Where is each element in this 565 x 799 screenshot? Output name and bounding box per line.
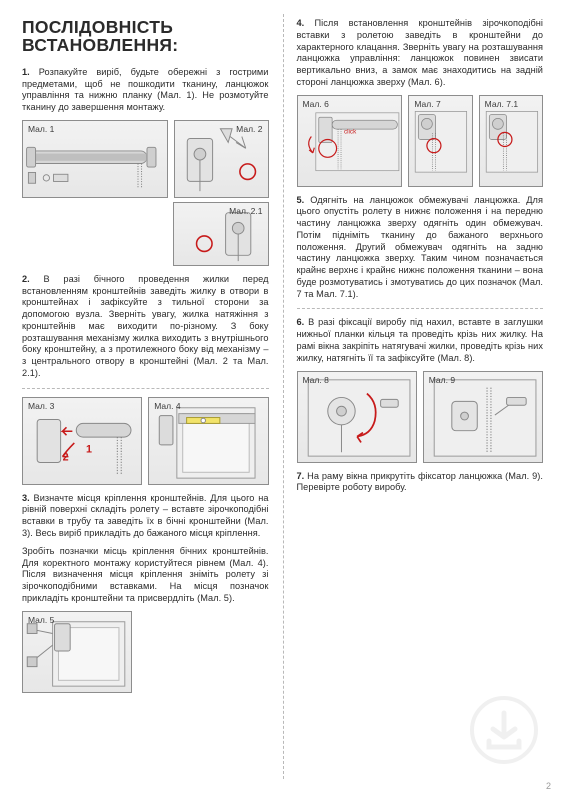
step-2-text: 2. В разі бічного проведення жилки перед… [22,274,269,380]
page-title: Послідовність встановлення: [22,18,269,55]
fig-row-2: Мал. 3 2 1 Мал. 4 [22,397,269,485]
figure-8: Мал. 8 [297,371,417,463]
figure-7: Мал. 7 [408,95,472,187]
figure-7-1-caption: Мал. 7.1 [485,99,518,109]
figure-2-1: Мал. 2.1 [173,202,269,266]
figure-6-caption: Мал. 6 [303,99,329,109]
figure-6: Мал. 6 click [297,95,403,187]
left-column: Послідовність встановлення: 1. Розпакуйт… [22,18,283,787]
figure-2-1-caption: Мал. 2.1 [229,206,262,216]
figure-1: Мал. 1 [22,120,168,198]
step-1-text: 1. Розпакуйте виріб, будьте обережні з г… [22,67,269,114]
step-3b-text: Зробіть позначки місць кріплення бічних … [22,546,269,605]
figure-7-caption: Мал. 7 [414,99,440,109]
watermark-icon [469,695,539,765]
figure-4-caption: Мал. 4 [154,401,180,411]
figure-4: Мал. 4 [148,397,268,485]
step-7-text: 7. На раму вікна прикрутіть фіксатор лан… [297,471,544,495]
fig-row-r2: Мал. 8 Мал. 9 [297,371,544,463]
figure-3: Мал. 3 2 1 [22,397,142,485]
figure-2: Мал. 2 [174,120,269,198]
fig-row-r1: Мал. 6 click Мал. 7 [297,95,544,187]
figure-2-caption: Мал. 2 [236,124,262,134]
step-4-text: 4. Після встановлення кронштейнів зірочк… [297,18,544,89]
right-divider-1 [297,308,544,309]
fig-row-3: Мал. 5 [22,611,269,693]
figure-9: Мал. 9 [423,371,543,463]
right-column: 4. Після встановлення кронштейнів зірочк… [283,18,544,787]
figure-9-caption: Мал. 9 [429,375,455,385]
page-number: 2 [546,781,551,791]
figure-1-caption: Мал. 1 [28,124,54,134]
figure-3-caption: Мал. 3 [28,401,54,411]
step-6-text: 6. В разі фіксації виробу під нахил, вст… [297,317,544,364]
figure-5: Мал. 5 [22,611,132,693]
step-5-text: 5. Одягніть на ланцюжок обмежувачі ланцю… [297,195,544,301]
fig-row-1b: Мал. 2.1 [22,202,269,266]
svg-text:1: 1 [86,443,92,455]
fig-row-1: Мал. 1 Мал. 2 [22,120,269,198]
figure-8-caption: Мал. 8 [303,375,329,385]
svg-text:click: click [343,128,356,135]
figure-5-caption: Мал. 5 [28,615,54,625]
left-divider-1 [22,388,269,389]
step-3a-text: 3. Визначте місця кріплення кронштейнів.… [22,493,269,540]
figure-7-1: Мал. 7.1 [479,95,543,187]
